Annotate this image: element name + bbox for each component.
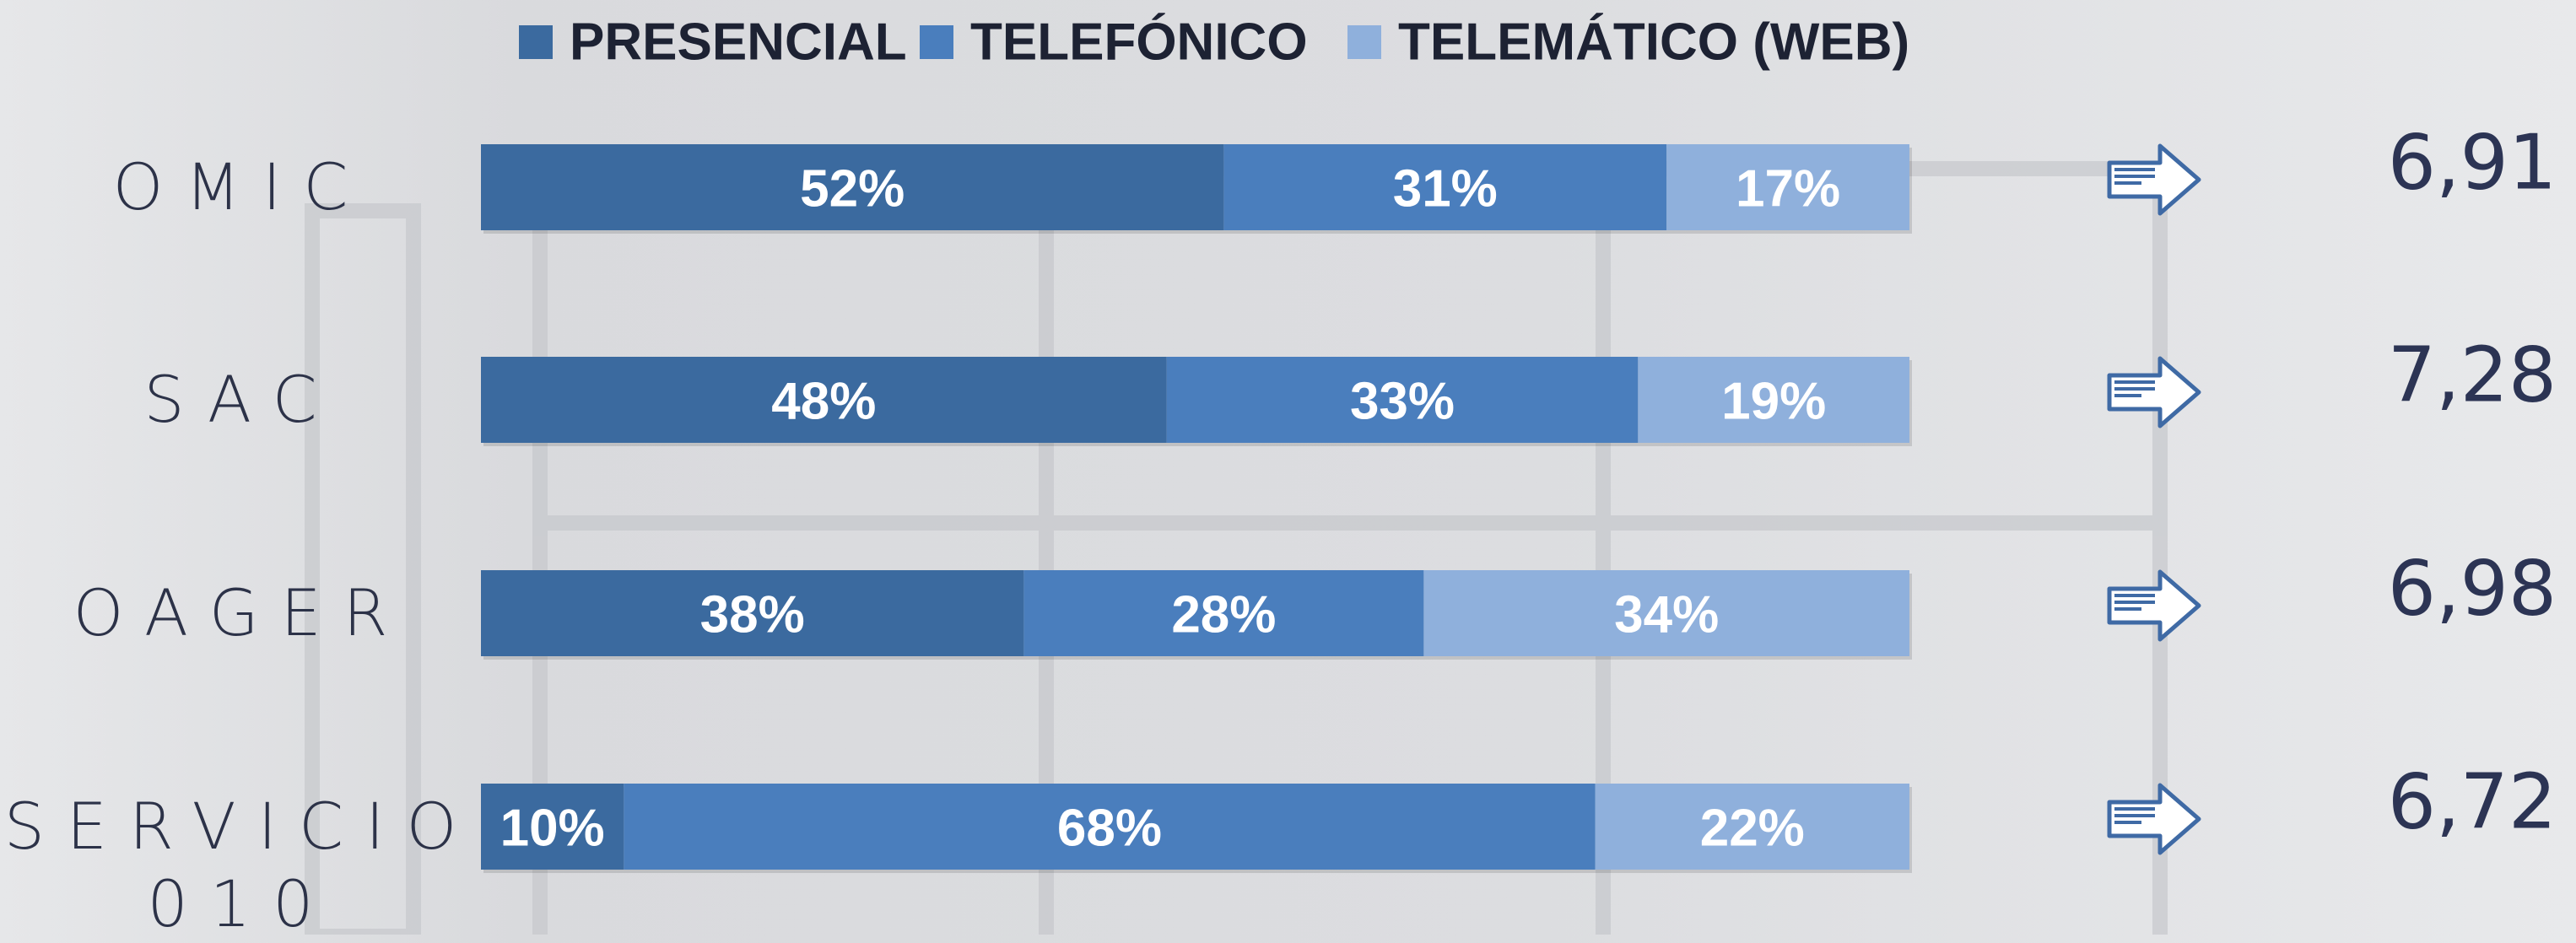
bar-value-label: 38% xyxy=(700,586,805,644)
bar-value-label: 28% xyxy=(1171,586,1276,644)
legend-swatch xyxy=(1347,25,1381,59)
bar-value-label: 52% xyxy=(800,160,905,218)
bar-value-label: 19% xyxy=(1721,373,1826,431)
legend-swatch xyxy=(519,25,553,59)
bar-value-label: 68% xyxy=(1057,800,1162,858)
bar-value-label: 48% xyxy=(771,373,876,431)
category-label: SERVICIO 010 xyxy=(0,788,483,943)
legend-label: TELEFÓNICO xyxy=(970,13,1308,72)
bar-value-label: 10% xyxy=(500,800,605,858)
category-label: OAGER xyxy=(0,574,483,652)
score: 6,91 xyxy=(2388,119,2557,207)
bar-value-label: 17% xyxy=(1736,160,1840,218)
bar-value-label: 33% xyxy=(1350,373,1455,431)
legend-label: TELEMÁTICO (WEB) xyxy=(1398,13,1909,72)
category-label: SAC xyxy=(0,361,483,439)
score: 7,28 xyxy=(2388,331,2557,420)
legend-swatch xyxy=(920,25,953,59)
bar-value-label: 22% xyxy=(1700,800,1805,858)
legend-label: PRESENCIAL xyxy=(570,13,907,72)
score: 6,72 xyxy=(2388,758,2557,847)
category-label: OMIC xyxy=(0,148,483,226)
bar-value-label: 34% xyxy=(1614,586,1719,644)
bar-value-label: 31% xyxy=(1393,160,1498,218)
score: 6,98 xyxy=(2388,545,2557,633)
page: PRESENCIAL TELEFÓNICO TELEMÁTICO (WEB) 52% 3… xyxy=(0,0,2576,935)
